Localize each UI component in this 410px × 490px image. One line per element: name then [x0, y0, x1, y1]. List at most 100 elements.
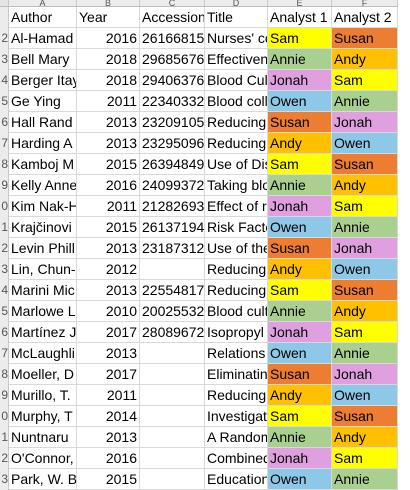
- cell-title[interactable]: Taking blo: [205, 175, 268, 196]
- cell-accession[interactable]: 21282693: [140, 196, 205, 217]
- cell-author[interactable]: Bell Mary: [9, 49, 77, 70]
- cell-analyst1[interactable]: Owen: [268, 91, 332, 112]
- cell-accession[interactable]: [140, 406, 205, 427]
- cell-accession[interactable]: 23209105: [140, 112, 205, 133]
- cell-year[interactable]: 2013: [77, 133, 140, 154]
- cell-analyst2[interactable]: Jonah: [332, 364, 398, 385]
- cell-year[interactable]: 2011: [77, 91, 140, 112]
- cell-analyst2[interactable]: Susan: [332, 280, 398, 301]
- column-header-f[interactable]: F: [332, 0, 398, 7]
- cell-analyst2[interactable]: Annie: [332, 217, 398, 238]
- cell-accession[interactable]: 26137194: [140, 217, 205, 238]
- cell-author[interactable]: Berger Itay: [9, 70, 77, 91]
- cell-analyst2[interactable]: Owen: [332, 133, 398, 154]
- cell-year[interactable]: 2016: [77, 28, 140, 49]
- cell-accession[interactable]: 26166815: [140, 28, 205, 49]
- row-number[interactable]: 2: [0, 28, 9, 49]
- cell-title[interactable]: Blood Cult: [205, 70, 268, 91]
- cell-analyst2[interactable]: Susan: [332, 28, 398, 49]
- cell-author[interactable]: Moeller, D: [9, 364, 77, 385]
- cell-analyst1[interactable]: Jonah: [268, 196, 332, 217]
- row-number[interactable]: 6: [0, 112, 9, 133]
- cell-author[interactable]: Al-Hamad: [9, 28, 77, 49]
- cell-title[interactable]: Nurses' co: [205, 28, 268, 49]
- header-cell-author[interactable]: Author: [9, 7, 77, 28]
- cell-accession[interactable]: 29685676: [140, 49, 205, 70]
- row-number[interactable]: 4: [0, 70, 9, 91]
- cell-analyst2[interactable]: Susan: [332, 154, 398, 175]
- row-number[interactable]: 2: [0, 448, 9, 469]
- cell-analyst1[interactable]: Owen: [268, 469, 332, 490]
- cell-year[interactable]: 2016: [77, 448, 140, 469]
- cell-accession[interactable]: 23295096: [140, 133, 205, 154]
- row-number-header[interactable]: [0, 7, 9, 28]
- row-number[interactable]: 7: [0, 343, 9, 364]
- row-number[interactable]: 7: [0, 133, 9, 154]
- cell-title[interactable]: Isopropyl: [205, 322, 268, 343]
- cell-title[interactable]: Reducing: [205, 259, 268, 280]
- cell-analyst1[interactable]: Andy: [268, 133, 332, 154]
- column-header-b[interactable]: B: [77, 0, 140, 7]
- row-number[interactable]: 6: [0, 322, 9, 343]
- row-number[interactable]: 5: [0, 91, 9, 112]
- cell-year[interactable]: 2013: [77, 427, 140, 448]
- cell-title[interactable]: Education: [205, 469, 268, 490]
- cell-title[interactable]: Relations: [205, 343, 268, 364]
- cell-analyst1[interactable]: Susan: [268, 238, 332, 259]
- cell-author[interactable]: Marini Mic: [9, 280, 77, 301]
- cell-analyst1[interactable]: Owen: [268, 343, 332, 364]
- row-number[interactable]: 8: [0, 364, 9, 385]
- cell-accession[interactable]: [140, 448, 205, 469]
- cell-analyst2[interactable]: Andy: [332, 301, 398, 322]
- cell-title[interactable]: A Random: [205, 427, 268, 448]
- row-number[interactable]: 8: [0, 154, 9, 175]
- column-header-d[interactable]: D: [205, 0, 268, 7]
- cell-year[interactable]: 2014: [77, 406, 140, 427]
- row-number[interactable]: 9: [0, 175, 9, 196]
- cell-analyst1[interactable]: Sam: [268, 154, 332, 175]
- cell-author[interactable]: Lin, Chun-: [9, 259, 77, 280]
- cell-author[interactable]: Kelly Anne: [9, 175, 77, 196]
- header-cell-analyst1[interactable]: Analyst 1: [268, 7, 332, 28]
- cell-analyst1[interactable]: Sam: [268, 280, 332, 301]
- cell-title[interactable]: Use of Dis: [205, 154, 268, 175]
- cell-author[interactable]: Murillo, T.: [9, 385, 77, 406]
- header-cell-accession[interactable]: Accession: [140, 7, 205, 28]
- row-number[interactable]: 9: [0, 385, 9, 406]
- cell-year[interactable]: 2013: [77, 112, 140, 133]
- cell-analyst1[interactable]: Sam: [268, 28, 332, 49]
- select-all-corner[interactable]: [0, 0, 9, 7]
- cell-year[interactable]: 2018: [77, 70, 140, 91]
- cell-analyst1[interactable]: Annie: [268, 175, 332, 196]
- cell-title[interactable]: Investigati: [205, 406, 268, 427]
- cell-year[interactable]: 2011: [77, 385, 140, 406]
- cell-accession[interactable]: 28089672: [140, 322, 205, 343]
- row-number[interactable]: 1: [0, 427, 9, 448]
- cell-title[interactable]: Reducing: [205, 385, 268, 406]
- cell-analyst1[interactable]: Susan: [268, 364, 332, 385]
- cell-analyst1[interactable]: Jonah: [268, 448, 332, 469]
- cell-title[interactable]: Effectivene: [205, 49, 268, 70]
- cell-analyst1[interactable]: Annie: [268, 301, 332, 322]
- cell-accession[interactable]: 22340332: [140, 91, 205, 112]
- cell-analyst2[interactable]: Owen: [332, 259, 398, 280]
- row-number[interactable]: 0: [0, 196, 9, 217]
- column-header-a[interactable]: A: [9, 0, 77, 7]
- header-cell-year[interactable]: Year: [77, 7, 140, 28]
- cell-analyst1[interactable]: Owen: [268, 217, 332, 238]
- cell-title[interactable]: Combined: [205, 448, 268, 469]
- cell-accession[interactable]: [140, 427, 205, 448]
- row-number[interactable]: 0: [0, 406, 9, 427]
- row-number[interactable]: 2: [0, 238, 9, 259]
- cell-analyst1[interactable]: Susan: [268, 112, 332, 133]
- cell-author[interactable]: Harding A: [9, 133, 77, 154]
- header-cell-title[interactable]: Title: [205, 7, 268, 28]
- cell-author[interactable]: Murphy, T: [9, 406, 77, 427]
- cell-author[interactable]: Marlowe L: [9, 301, 77, 322]
- cell-year[interactable]: 2018: [77, 49, 140, 70]
- cell-accession[interactable]: [140, 469, 205, 490]
- cell-title[interactable]: Risk Facto: [205, 217, 268, 238]
- cell-year[interactable]: 2013: [77, 238, 140, 259]
- row-number[interactable]: 5: [0, 301, 9, 322]
- cell-analyst2[interactable]: Andy: [332, 49, 398, 70]
